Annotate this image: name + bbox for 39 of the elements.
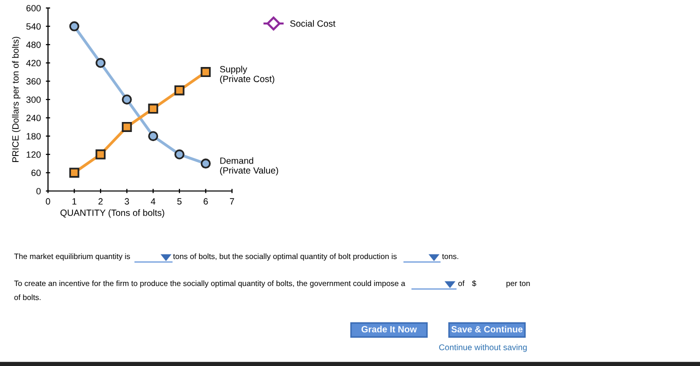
point <box>122 94 132 104</box>
y-tick-label: 60 <box>31 170 41 176</box>
x-tick-label: 5 <box>177 198 182 205</box>
x-tick-label: 3 <box>124 198 129 205</box>
point <box>148 131 158 142</box>
y-tick-label: 420 <box>26 60 41 66</box>
point <box>200 67 211 78</box>
point <box>69 21 80 32</box>
y-axis-title: PRICE (Dollars per ton of bolts) <box>12 36 20 162</box>
y-tick-label: 120 <box>26 151 41 158</box>
point <box>69 168 80 178</box>
text: Save & Continue <box>451 326 523 332</box>
series-label: Demand (Private Value) <box>220 157 278 176</box>
point <box>200 158 211 169</box>
text: Grade It Now <box>362 326 417 332</box>
text: Continue without saving <box>439 344 527 352</box>
series-label: Supply (Private Cost) <box>220 66 274 84</box>
x-tick-label: 2 <box>98 198 103 204</box>
point <box>96 58 106 68</box>
y-tick-label: 300 <box>26 96 41 103</box>
x-tick-label: 6 <box>204 198 208 205</box>
y-tick-label: 540 <box>26 23 41 30</box>
x-tick-label: 4 <box>150 198 156 204</box>
legend-label: Social Cost <box>290 20 336 27</box>
point <box>174 149 184 160</box>
point <box>174 85 184 96</box>
x-axis-title: QUANTITY (Tons of bolts) <box>60 209 164 218</box>
y-tick-label: 480 <box>26 42 41 48</box>
point <box>122 122 132 132</box>
y-tick-label: 240 <box>26 114 41 122</box>
y-tick-label: 360 <box>26 78 41 85</box>
point <box>148 104 158 114</box>
x-tick-label: 7 <box>230 198 234 204</box>
y-tick-label: 0 <box>36 188 41 194</box>
x-tick-label: 1 <box>72 198 76 204</box>
y-tick-label: 600 <box>26 4 41 12</box>
x-tick-label: 0 <box>46 198 50 205</box>
y-tick-label: 180 <box>26 133 41 140</box>
point <box>96 149 106 160</box>
